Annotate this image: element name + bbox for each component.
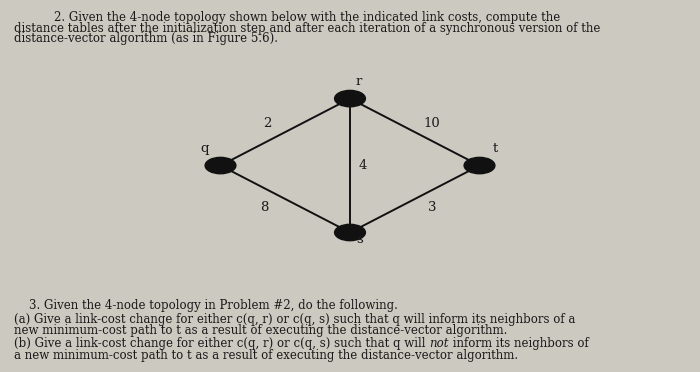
- Text: t: t: [492, 142, 498, 155]
- Text: 2: 2: [264, 118, 272, 130]
- Text: a new minimum-cost path to t as a result of executing the distance-vector algori: a new minimum-cost path to t as a result…: [14, 349, 518, 362]
- Text: s: s: [356, 233, 363, 246]
- Text: new minimum-cost path to t as a result of executing the distance-vector algorith: new minimum-cost path to t as a result o…: [14, 324, 508, 337]
- Text: distance tables after the initialization step and after each iteration of a sync: distance tables after the initialization…: [14, 22, 601, 35]
- Text: r: r: [355, 75, 362, 88]
- Text: q: q: [201, 142, 209, 155]
- Text: distance-vector algorithm (as in Figure 5.6).: distance-vector algorithm (as in Figure …: [14, 32, 278, 45]
- Circle shape: [464, 157, 495, 174]
- Text: (b) Give a link-cost change for either c(q, r) or c(q, s) such that q will: (b) Give a link-cost change for either c…: [14, 337, 429, 350]
- Text: 4: 4: [358, 159, 367, 172]
- Text: 3: 3: [428, 201, 437, 214]
- Text: inform its neighbors of: inform its neighbors of: [449, 337, 589, 350]
- Text: (a) Give a link-cost change for either c(q, r) or c(q, s) such that q will infor: (a) Give a link-cost change for either c…: [14, 313, 575, 326]
- Text: 8: 8: [260, 201, 268, 214]
- Circle shape: [335, 90, 365, 107]
- Text: 3. Given the 4-node topology in Problem #2, do the following.: 3. Given the 4-node topology in Problem …: [14, 299, 398, 312]
- Circle shape: [205, 157, 236, 174]
- Text: not: not: [429, 337, 449, 350]
- Text: 10: 10: [424, 118, 440, 130]
- Circle shape: [335, 224, 365, 241]
- Text: 2. Given the 4-node topology shown below with the indicated link costs, compute : 2. Given the 4-node topology shown below…: [54, 11, 560, 24]
